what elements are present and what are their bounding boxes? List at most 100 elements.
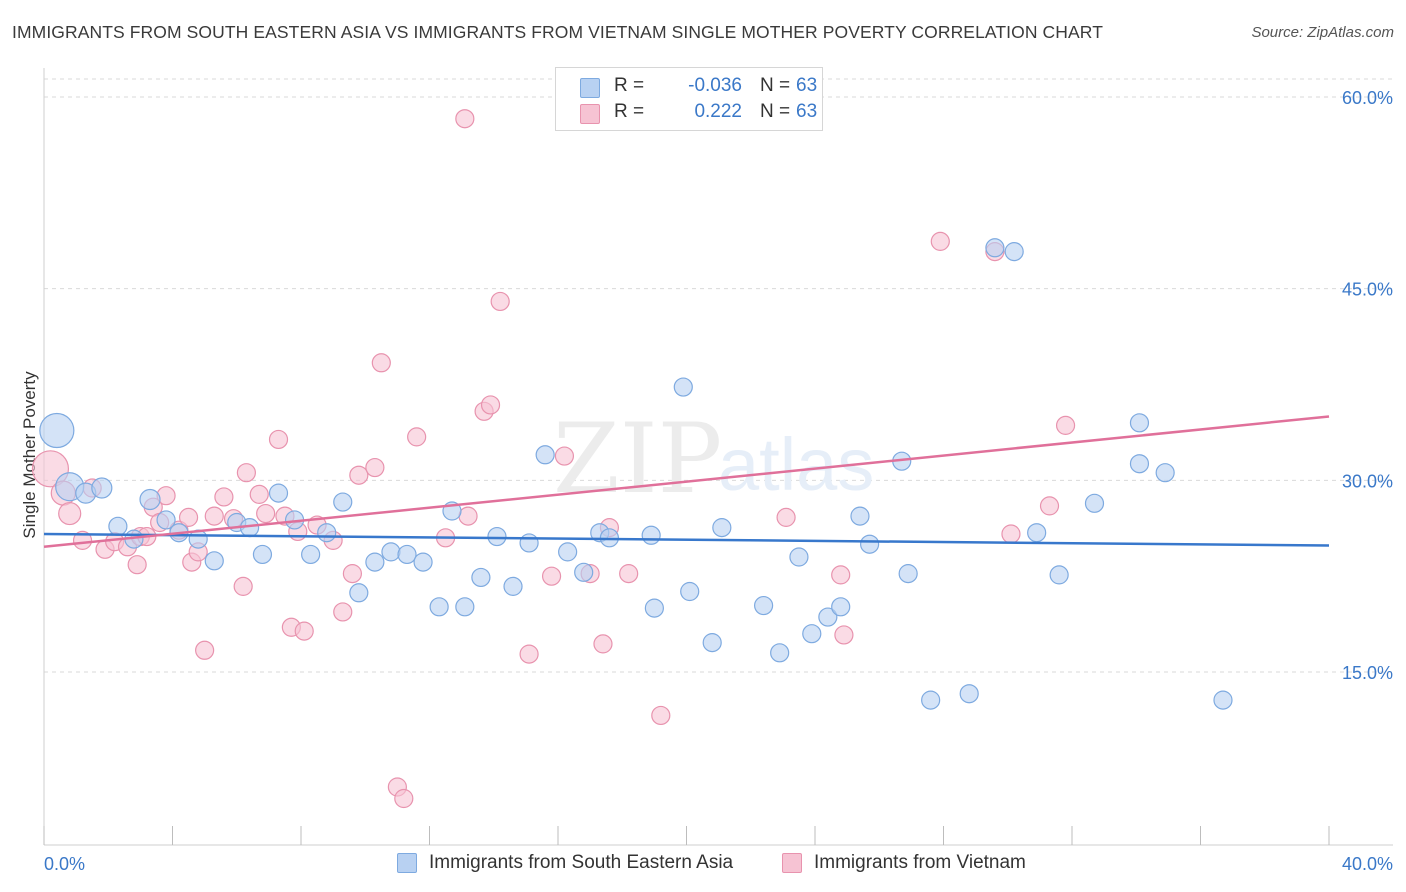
r-label: R = (614, 75, 645, 96)
vietnam-point (342, 564, 362, 584)
vietnam-point (365, 457, 385, 478)
south-eastern-asia-point (850, 506, 870, 526)
south-eastern-asia-point (268, 483, 289, 503)
south-eastern-asia-point (641, 525, 661, 545)
south-eastern-asia-point (349, 583, 369, 603)
south-eastern-asia-point (558, 542, 578, 562)
south-eastern-asia-point (487, 526, 507, 547)
vietnam-point (834, 625, 854, 645)
vietnam-point (204, 506, 224, 526)
south-eastern-asia-point (381, 542, 401, 562)
vietnam-point (519, 644, 539, 664)
vietnam-point (831, 565, 851, 585)
vietnam-point (930, 231, 950, 251)
y-tick-label: 45.0% (1342, 280, 1393, 300)
y-tick-label: 30.0% (1342, 471, 1393, 491)
south-eastern-asia-point (413, 552, 433, 572)
south-eastern-asia-point (1129, 413, 1150, 433)
stats-legend: R = -0.036 N = 63 R = 0.222 N = 63 (555, 67, 823, 131)
south-eastern-asia-point (1084, 493, 1105, 513)
vietnam-point (776, 507, 796, 527)
y-tick-label: 15.0% (1342, 663, 1393, 683)
n-label: N = (760, 101, 791, 122)
south-eastern-asia-point (770, 643, 790, 663)
south-eastern-asia-point (921, 690, 941, 710)
r-value: 0.222 (694, 101, 742, 122)
watermark: ZIP atlas (553, 403, 874, 515)
south-eastern-asia-trend-line (43, 532, 1330, 547)
vietnam-point (1001, 524, 1021, 544)
y-tick-label: 60.0% (1342, 88, 1393, 108)
pink-swatch (782, 853, 802, 873)
vietnam-point (294, 621, 314, 641)
south-eastern-asia-point (789, 547, 809, 567)
vietnam-point (407, 427, 427, 447)
south-eastern-asia-point (301, 544, 321, 565)
south-eastern-asia-point (702, 633, 722, 653)
vietnam-point (1039, 496, 1060, 516)
blue-swatch (397, 853, 417, 873)
vietnam-point (333, 602, 353, 622)
south-eastern-asia-point (429, 597, 449, 617)
x-ticks (43, 826, 1330, 845)
vietnam-point (394, 788, 414, 809)
series-south-eastern-asia (39, 238, 1233, 710)
south-eastern-asia-point (831, 597, 851, 617)
south-eastern-asia-point (1049, 565, 1069, 585)
vietnam-point (268, 429, 289, 450)
south-eastern-asia-point (519, 533, 539, 553)
chart-title: IMMIGRANTS FROM SOUTH EASTERN ASIA VS IM… (12, 22, 1104, 42)
south-eastern-asia-point (1213, 690, 1233, 710)
r-label: R = (614, 101, 645, 122)
vietnam-point (127, 555, 147, 575)
x-tick-label: 40.0% (1342, 854, 1393, 874)
vietnam-point (554, 446, 575, 466)
south-eastern-asia-point (317, 523, 337, 543)
south-eastern-asia-point (139, 488, 161, 511)
south-eastern-asia-point (673, 377, 693, 397)
south-eastern-asia-point (39, 412, 75, 449)
south-eastern-asia-point (1155, 463, 1175, 483)
vietnam-point (214, 487, 234, 507)
vietnam-point (490, 291, 510, 312)
vietnam-point (256, 503, 276, 524)
vietnam-point (249, 484, 269, 504)
south-eastern-asia-point (985, 238, 1005, 258)
south-eastern-asia-point (365, 552, 385, 572)
south-eastern-asia-point (680, 581, 700, 602)
vietnam-point (619, 564, 639, 584)
south-eastern-asia-point (108, 516, 128, 536)
pink-swatch (580, 104, 600, 124)
south-eastern-asia-point (753, 595, 774, 616)
south-eastern-asia-point (802, 624, 822, 644)
y-tick-labels: 15.0% 30.0% 45.0% 60.0% (1342, 88, 1393, 683)
n-value: 63 (796, 101, 818, 122)
south-eastern-asia-point (333, 492, 353, 512)
vietnam-point (236, 463, 256, 483)
south-eastern-asia-point (644, 598, 664, 618)
watermark-zip: ZIP (553, 403, 722, 515)
legend-label: Immigrants from South Eastern Asia (429, 852, 734, 873)
vietnam-point (233, 576, 253, 596)
south-eastern-asia-point (455, 597, 475, 617)
south-eastern-asia-point (1004, 242, 1024, 262)
south-eastern-asia-point (898, 564, 918, 584)
south-eastern-asia-point (818, 607, 838, 627)
vietnam-point (593, 634, 613, 654)
source-credit: Source: ZipAtlas.com (1251, 24, 1394, 41)
vietnam-point (541, 566, 562, 586)
n-value: 63 (796, 75, 818, 96)
south-eastern-asia-point (156, 510, 176, 530)
south-eastern-asia-point (397, 544, 417, 565)
vietnam-point (1055, 415, 1076, 435)
vietnam-point (195, 640, 215, 660)
south-eastern-asia-point (1129, 454, 1150, 474)
south-eastern-asia-point (1027, 523, 1047, 543)
south-eastern-asia-point (204, 551, 224, 571)
vietnam-point (458, 506, 478, 526)
vietnam-point (178, 507, 199, 527)
vietnam-point (349, 465, 369, 485)
blue-swatch (580, 78, 600, 98)
south-eastern-asia-point (471, 567, 491, 588)
